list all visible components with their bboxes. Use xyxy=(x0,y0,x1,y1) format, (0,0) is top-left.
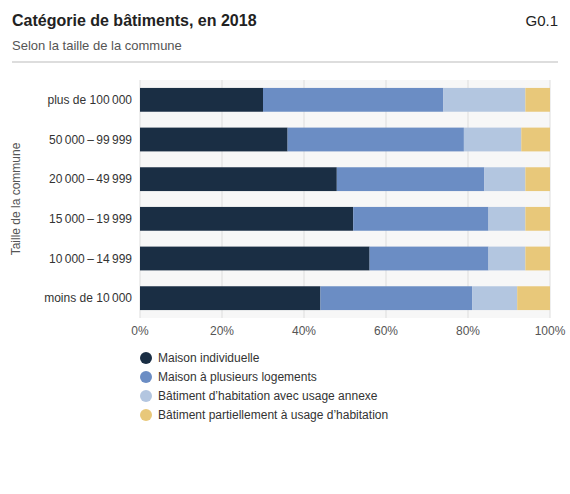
x-tick-label: 60% xyxy=(374,324,398,338)
legend-marker xyxy=(140,409,152,421)
annotation: G0.1 xyxy=(525,12,558,29)
bar xyxy=(140,247,370,271)
grid-line xyxy=(222,80,223,318)
bar xyxy=(288,128,464,152)
chart: Catégorie de bâtiments, en 2018 G0.1 Selon… xyxy=(0,0,570,494)
bar xyxy=(521,128,550,152)
bar xyxy=(525,247,550,271)
legend-marker xyxy=(140,371,152,383)
bar xyxy=(337,167,485,191)
x-tick-label: 20% xyxy=(210,324,234,338)
legend: Maison individuelle Maison à plusieurs lo… xyxy=(140,351,388,422)
bar xyxy=(489,207,526,231)
bar xyxy=(489,247,526,271)
bar xyxy=(517,286,550,310)
bar xyxy=(263,88,443,112)
bar xyxy=(353,207,488,231)
x-tick-label: 80% xyxy=(456,324,480,338)
y-tick-label: plus de 100 000 xyxy=(48,93,133,107)
bar xyxy=(140,128,288,152)
grid-line xyxy=(468,80,469,318)
y-tick-label: 20 000 – 49 999 xyxy=(49,172,132,186)
subtitle: Selon la taille de la commune xyxy=(12,38,182,53)
y-tick-label: 50 000 – 99 999 xyxy=(49,133,132,147)
bar xyxy=(140,88,263,112)
y-tick-label: 10 000 – 14 999 xyxy=(49,252,132,266)
bar xyxy=(525,167,550,191)
x-tick-label: 40% xyxy=(292,324,316,338)
x-tick-label: 100% xyxy=(535,324,566,338)
bar xyxy=(140,207,353,231)
bar xyxy=(140,167,337,191)
title: Catégorie de bâtiments, en 2018 xyxy=(12,12,257,29)
separator xyxy=(12,62,558,63)
x-tick-label: 0% xyxy=(131,324,149,338)
bar xyxy=(443,88,525,112)
bar xyxy=(140,286,320,310)
grid-line xyxy=(550,80,551,318)
grid-line xyxy=(304,80,305,318)
legend-entry: Bâtiment d’habitation avec usage annexe xyxy=(158,389,378,403)
legend-entry: Maison individuelle xyxy=(158,351,260,365)
bar xyxy=(320,286,472,310)
bar xyxy=(525,88,550,112)
plot-background xyxy=(140,80,550,318)
bar xyxy=(484,167,525,191)
bars xyxy=(140,88,550,310)
legend-marker xyxy=(140,390,152,402)
bar xyxy=(525,207,550,231)
y-tick-label: moins de 10 000 xyxy=(44,291,132,305)
grid-line xyxy=(386,80,387,318)
legend-entry: Bâtiment partiellement à usage d’habitat… xyxy=(158,408,388,422)
y-tick-label: 15 000 – 19 999 xyxy=(49,212,132,226)
bar xyxy=(370,247,489,271)
bar xyxy=(464,128,521,152)
y-axis-label: Taille de la commune xyxy=(9,142,23,255)
legend-entry: Maison à plusieurs logements xyxy=(158,370,317,384)
grid-line xyxy=(140,80,141,318)
bar xyxy=(472,286,517,310)
legend-marker xyxy=(140,352,152,364)
